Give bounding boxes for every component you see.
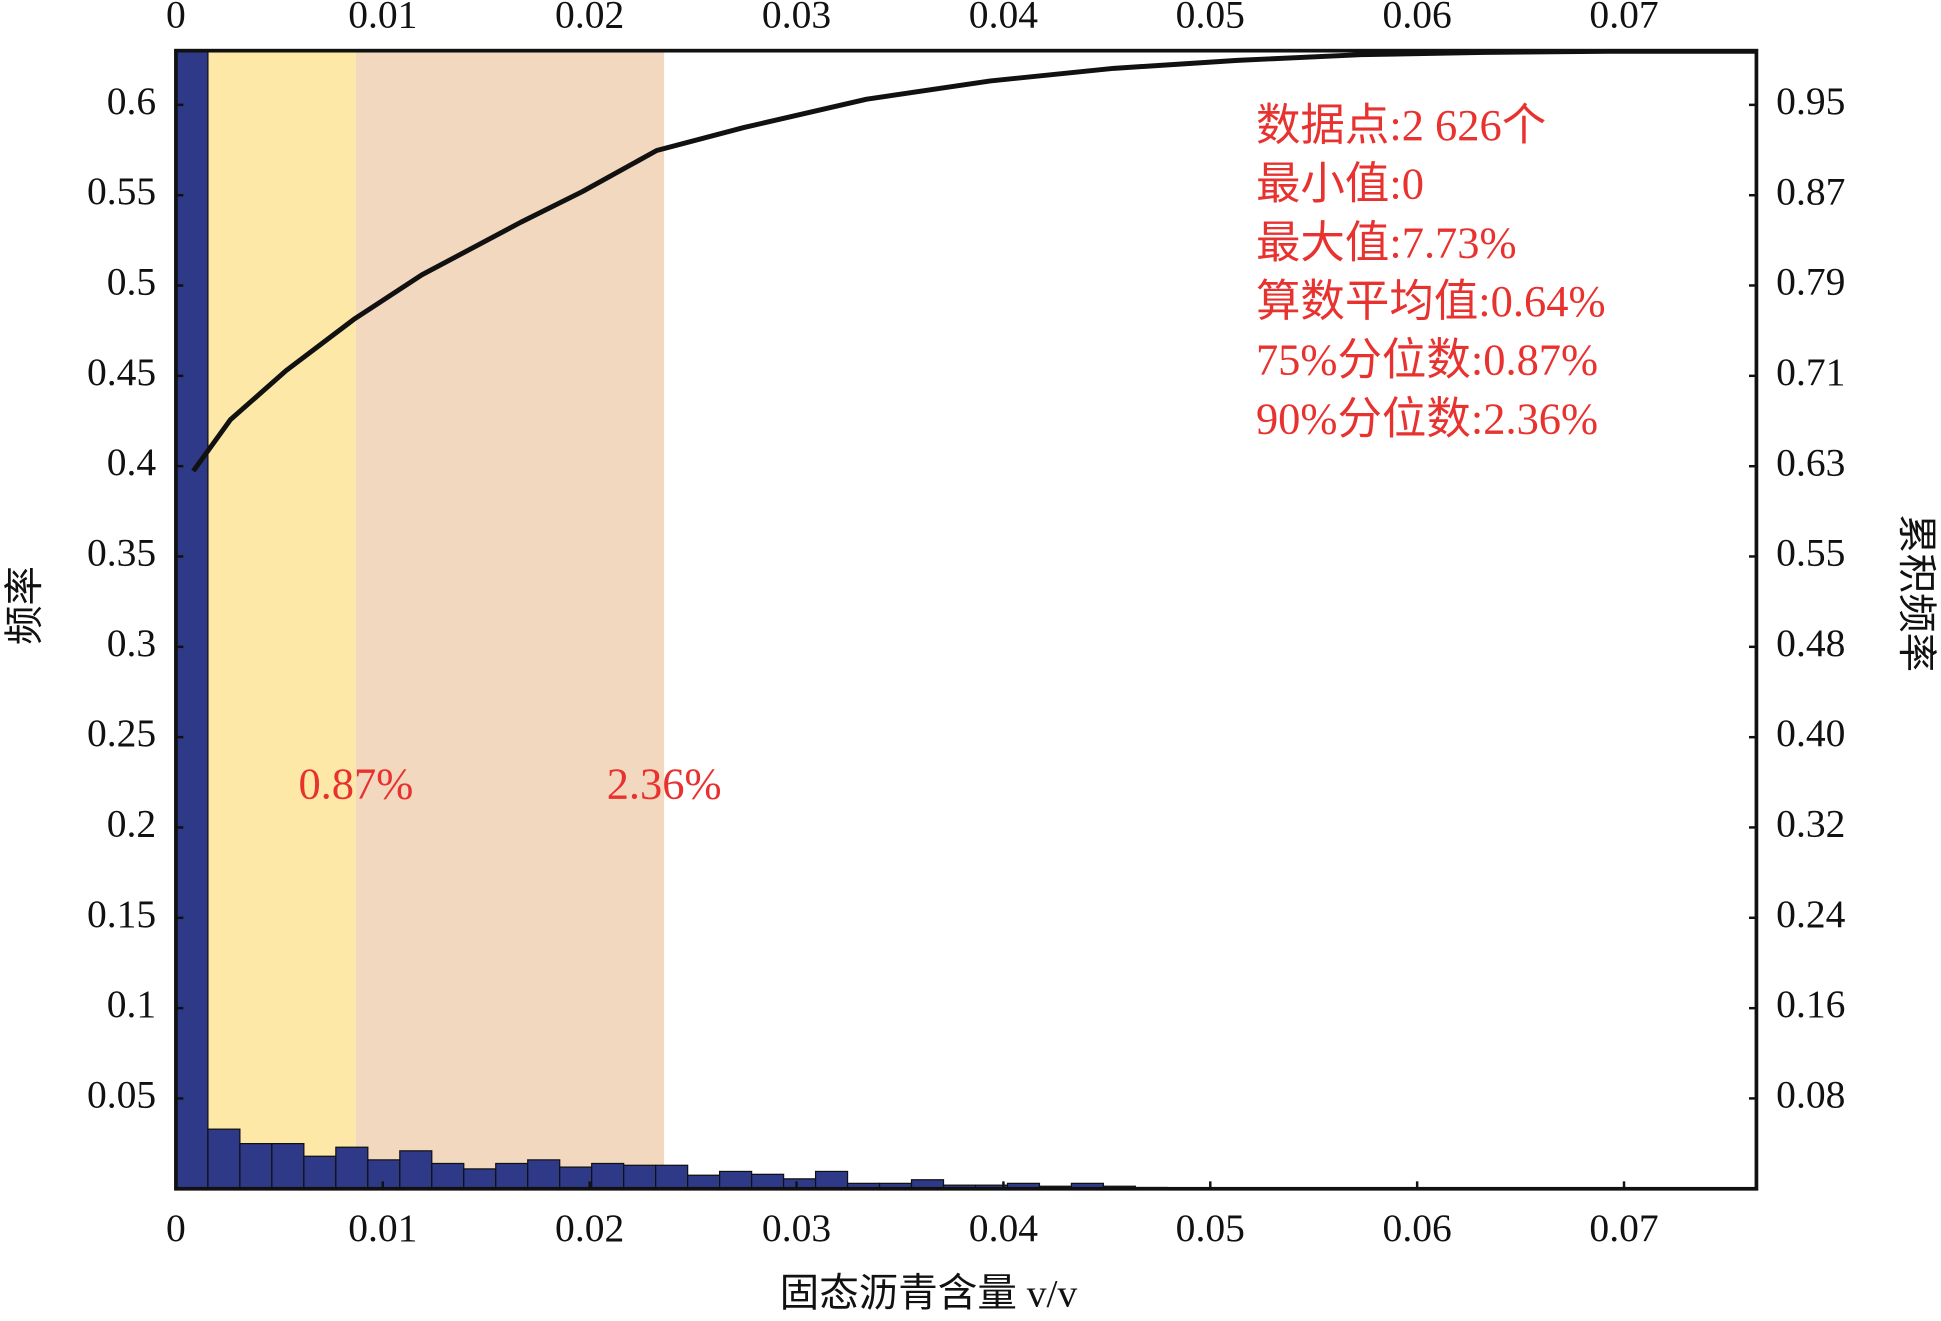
y-tick-label: 0.45: [87, 350, 156, 394]
histogram-bar: [207, 1128, 241, 1189]
y-tick-label: 0.25: [87, 711, 156, 755]
x-axis-label: 固态沥青含量 v/v: [780, 1272, 1078, 1316]
histogram-bar: [559, 1166, 593, 1189]
y2-tick-label: 0.16: [1776, 982, 1845, 1026]
region-label: 0.87%: [298, 759, 413, 809]
histogram-bar: [463, 1168, 497, 1189]
y-tick-label: 0.2: [107, 802, 156, 846]
x-top-tick-label: 0: [166, 0, 186, 37]
y2-tick-label: 0.40: [1776, 711, 1845, 755]
y2-tick-label: 0.24: [1776, 892, 1845, 936]
stats-annotation: 75%分位数:0.87%: [1256, 335, 1598, 385]
x-top-tick-label: 0.05: [1176, 0, 1245, 37]
y2-tick-label: 0.32: [1776, 802, 1845, 846]
stats-annotation: 90%分位数:2.36%: [1256, 393, 1598, 443]
x-tick-label: 0: [166, 1206, 186, 1250]
x-top-tick-label: 0.04: [969, 0, 1038, 37]
y2-tick-label: 0.63: [1776, 440, 1845, 484]
histogram-bar: [303, 1155, 337, 1189]
y2-tick-label: 0.08: [1776, 1072, 1845, 1116]
plot-frame: [174, 48, 1759, 1191]
marks-layer: [175, 50, 1757, 1189]
y2-tick-label: 0.95: [1776, 79, 1845, 123]
histogram-bar: [623, 1164, 657, 1189]
y2-axis-label: 累积频率: [1894, 514, 1938, 672]
y-tick-label: 0.1: [107, 982, 156, 1026]
y2-tick-label: 0.79: [1776, 260, 1845, 304]
x-tick-label: 0.05: [1176, 1206, 1245, 1250]
stats-annotation: 最大值:7.73%: [1256, 217, 1517, 267]
x-tick-label: 0.06: [1383, 1206, 1452, 1250]
x-top-tick-label: 0.06: [1383, 0, 1452, 37]
y2-tick-label: 0.55: [1776, 531, 1845, 575]
histogram-bar: [719, 1170, 753, 1189]
histogram-bar: [910, 1179, 945, 1189]
x-tick-label: 0.07: [1589, 1206, 1658, 1250]
x-top-tick-label: 0.02: [555, 0, 624, 37]
stats-annotation: 数据点:2 626个: [1256, 100, 1546, 150]
y2-tick-label: 0.71: [1776, 350, 1845, 394]
x-tick-label: 0.02: [555, 1206, 624, 1250]
histogram-bar: [750, 1173, 785, 1189]
histogram-bar: [335, 1146, 369, 1189]
histogram-bar: [687, 1174, 721, 1189]
x-tick-label: 0.03: [762, 1206, 831, 1250]
y-tick-label: 0.5: [107, 260, 156, 304]
histogram-bar: [655, 1164, 689, 1189]
y-axis-label: 频率: [3, 566, 47, 645]
stats-annotation: 最小值:0: [1256, 159, 1424, 209]
x-top-tick-label: 0.07: [1589, 0, 1658, 37]
y2-tick-label: 0.48: [1776, 621, 1845, 665]
y2-tick-label: 0.87: [1776, 169, 1845, 213]
histogram-bar: [271, 1142, 305, 1189]
histogram-bar: [399, 1150, 433, 1189]
labels-layer: 0.87% 2.36% 0 0 0.01 0.01 0.02 0.02 0.03 0.03 0.04…: [87, 0, 1846, 1250]
x-top-tick-label: 0.03: [762, 0, 831, 37]
y-tick-label: 0.4: [107, 440, 157, 484]
histogram-bar: [527, 1159, 561, 1189]
histogram-bar: [239, 1142, 273, 1189]
x-tick-label: 0.04: [969, 1206, 1038, 1250]
y-tick-label: 0.3: [107, 621, 156, 665]
histogram-bar: [814, 1170, 849, 1189]
histogram-bar: [175, 50, 209, 1189]
stats-annotation: 算数平均值:0.64%: [1256, 276, 1606, 326]
y-tick-label: 0.05: [87, 1073, 156, 1117]
x-top-tick-label: 0.01: [348, 0, 417, 37]
histogram-bar: [591, 1162, 625, 1189]
histogram-bar: [431, 1162, 465, 1189]
histogram-bar: [495, 1162, 529, 1189]
shaded-region: [355, 50, 665, 1189]
y-tick-label: 0.35: [87, 531, 156, 575]
background-layer: [175, 50, 665, 1189]
y-tick-label: 0.55: [87, 169, 156, 213]
cumulative-line: [191, 50, 1757, 473]
y-tick-label: 0.6: [107, 79, 156, 123]
y-tick-label: 0.15: [87, 892, 156, 936]
x-tick-label: 0.01: [348, 1206, 417, 1250]
region-label: 2.36%: [607, 759, 722, 809]
